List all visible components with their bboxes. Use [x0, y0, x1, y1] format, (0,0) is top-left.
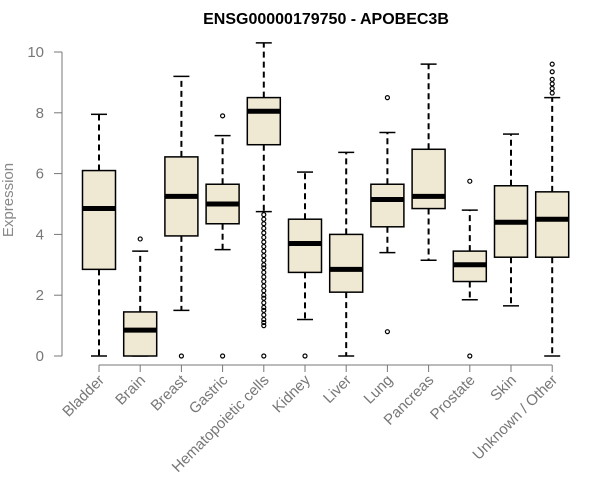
- outlier-point: [261, 248, 267, 254]
- outlier-point: [549, 85, 555, 92]
- outlier-point: [261, 353, 267, 359]
- y-tick-label: 6: [36, 166, 44, 183]
- box-iqr: [534, 191, 570, 258]
- box-gastric: [205, 113, 240, 359]
- outlier-point: [384, 329, 390, 335]
- outlier-point: [261, 283, 267, 289]
- outlier-point: [467, 353, 473, 359]
- outlier-point: [261, 257, 267, 263]
- box-pancreas: [411, 63, 446, 261]
- x-tick-label: Liver: [320, 372, 355, 407]
- outlier-point: [261, 221, 267, 227]
- box-iqr: [370, 183, 405, 228]
- outlier-point: [261, 323, 267, 329]
- box-hematopoietic-cells: [246, 42, 282, 359]
- box-liver: [328, 151, 364, 357]
- box-iqr: [122, 311, 158, 357]
- outlier-point: [261, 253, 267, 259]
- chart-title: ENSG00000179750 - APOBEC3B: [203, 11, 449, 28]
- outlier-point: [220, 353, 226, 359]
- box-unknown-other: [534, 61, 570, 357]
- outlier-point: [261, 295, 267, 301]
- outlier-point: [302, 353, 308, 359]
- outlier-point: [261, 269, 267, 275]
- outlier-point: [261, 300, 267, 306]
- box-skin: [493, 133, 529, 307]
- outlier-point: [261, 319, 267, 326]
- outlier-point: [220, 113, 226, 119]
- x-tick-label: Skin: [487, 372, 520, 405]
- box-bladder: [81, 113, 117, 357]
- y-tick-label: 2: [36, 287, 44, 304]
- y-tick-label: 4: [36, 226, 44, 243]
- box-iqr: [328, 233, 364, 293]
- outlier-point: [261, 288, 267, 294]
- boxes-group: [81, 42, 570, 359]
- box-iqr: [246, 96, 282, 146]
- x-tick-label: Brain: [112, 372, 149, 409]
- outlier-point: [261, 307, 267, 313]
- outlier-point: [549, 81, 555, 87]
- outlier-point: [137, 236, 143, 242]
- outlier-point: [549, 61, 555, 67]
- x-tick-label: Breast: [148, 371, 191, 414]
- outlier-point: [261, 216, 267, 222]
- x-tick-label: Bladder: [59, 372, 108, 421]
- y-tick-label: 10: [27, 44, 44, 61]
- box-iqr: [411, 148, 446, 210]
- outlier-point: [261, 312, 267, 318]
- outlier-point: [261, 239, 267, 245]
- box-lung: [370, 94, 405, 335]
- outlier-point: [549, 76, 555, 82]
- outlier-point: [261, 212, 267, 218]
- y-axis-label: Expression: [0, 163, 17, 237]
- outlier-point: [178, 353, 184, 359]
- outlier-point: [261, 278, 267, 285]
- y-axis: 0 2 4 6 8 10: [27, 44, 63, 365]
- x-tick-label: Prostate: [427, 372, 479, 424]
- box-iqr: [81, 169, 117, 271]
- box-breast: [164, 75, 199, 359]
- outlier-point: [467, 178, 473, 184]
- outlier-point: [261, 274, 267, 280]
- outlier-point: [261, 225, 267, 231]
- y-tick-label: 8: [36, 105, 44, 122]
- x-tick-label: Lung: [361, 372, 397, 408]
- outlier-point: [384, 94, 390, 101]
- y-tick-label: 0: [36, 348, 44, 365]
- box-brain: [122, 236, 158, 357]
- outlier-point: [261, 265, 267, 271]
- outlier-point: [261, 243, 267, 250]
- outlier-point: [261, 234, 267, 241]
- box-prostate: [452, 178, 488, 359]
- x-tick-label: Kidney: [269, 371, 314, 416]
- box-kidney: [287, 171, 323, 359]
- outlier-point: [549, 69, 555, 75]
- outlier-point: [261, 230, 267, 236]
- outlier-point: [549, 90, 555, 96]
